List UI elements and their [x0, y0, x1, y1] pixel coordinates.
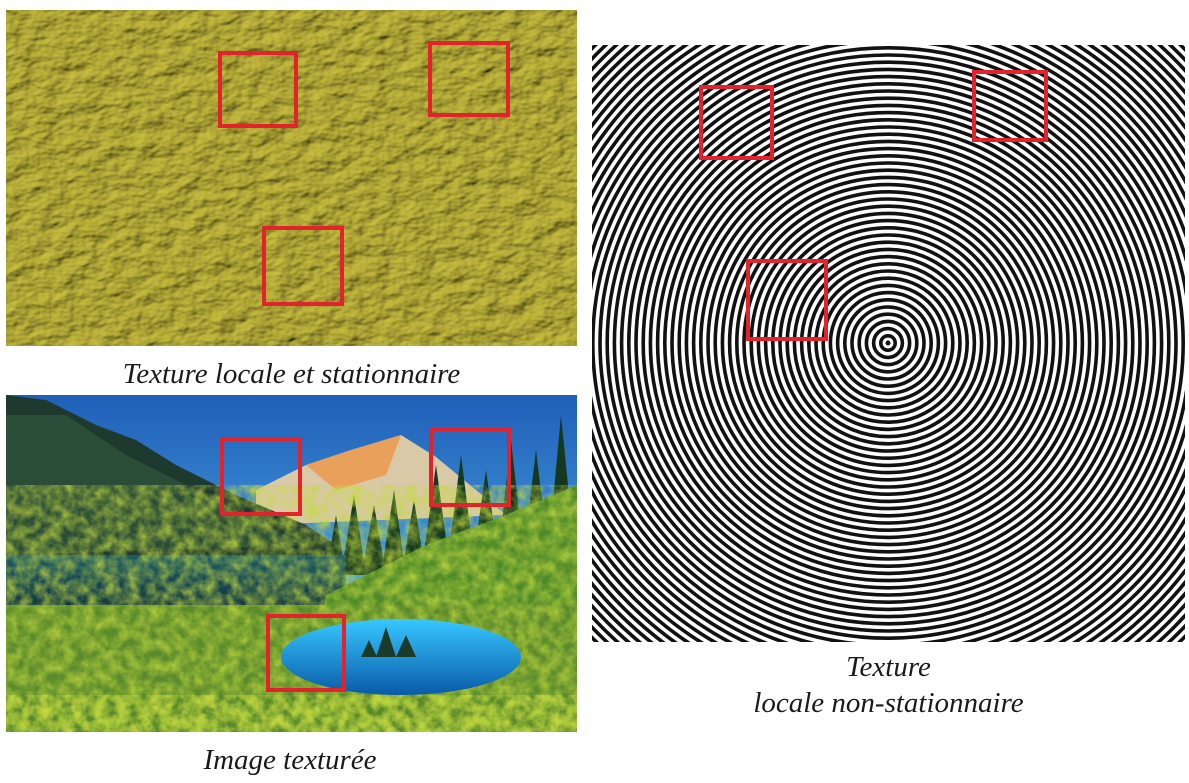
ring [670, 125, 1106, 561]
ring [684, 139, 1092, 547]
ring [835, 290, 941, 396]
ring [756, 211, 1020, 475]
ring [850, 305, 926, 381]
highlight-box [266, 614, 346, 692]
ring [641, 96, 1135, 590]
ring [864, 319, 912, 367]
ring [792, 247, 984, 439]
ring [648, 103, 1128, 583]
ring [592, 46, 1185, 640]
highlight-box [220, 437, 302, 516]
highlight-box [429, 427, 511, 507]
ring [626, 81, 1150, 605]
ring [720, 175, 1056, 511]
ring [713, 168, 1063, 518]
ring [605, 60, 1171, 626]
caption-nonstationary-line1: Texture [846, 651, 931, 683]
ring [677, 132, 1099, 554]
caption-textured-image: Image texturée [203, 744, 377, 776]
nonstationary-texture-image [592, 45, 1185, 642]
ring [807, 262, 969, 424]
highlight-box [746, 259, 828, 341]
ring [742, 197, 1034, 489]
ring [612, 67, 1164, 619]
ring [691, 146, 1085, 540]
highlight-box [428, 41, 510, 117]
highlight-box [218, 51, 298, 128]
ring [785, 240, 991, 446]
ring [727, 182, 1049, 504]
ring [749, 204, 1027, 482]
highlight-box [699, 85, 774, 160]
ring [857, 312, 919, 374]
ring [619, 74, 1157, 612]
ring [878, 333, 897, 352]
ring [706, 161, 1070, 525]
ring-center [885, 340, 891, 346]
ring [598, 53, 1178, 633]
ring [699, 154, 1077, 532]
concentric-rings-graphic [592, 45, 1185, 642]
highlight-box [262, 226, 344, 306]
ring [778, 233, 998, 453]
ring [655, 110, 1121, 576]
ring [871, 326, 905, 360]
caption-nonstationary-line2: locale non-stationnaire [753, 687, 1024, 719]
ring [663, 118, 1113, 568]
landscape-graphic [6, 395, 577, 732]
ring [735, 190, 1041, 496]
ring [771, 226, 1005, 460]
ring [763, 218, 1013, 468]
stationary-texture-image [6, 10, 577, 346]
ring [843, 298, 934, 389]
ring [828, 283, 948, 403]
caption-stationary-texture: Texture locale et stationnaire [122, 358, 461, 390]
highlight-box [972, 70, 1048, 142]
yellow-texture-graphic [6, 10, 577, 346]
ring [799, 254, 977, 432]
textured-landscape-image [6, 395, 577, 732]
ring [821, 276, 955, 410]
ring [634, 89, 1142, 597]
ring [814, 269, 962, 417]
